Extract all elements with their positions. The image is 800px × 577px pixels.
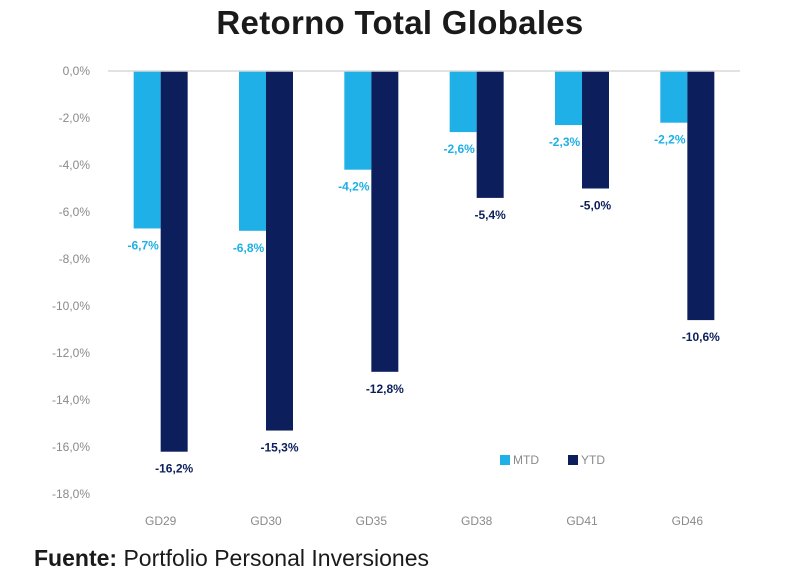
x-tick-label: GD35 xyxy=(356,514,388,528)
bar-ytd-gd38 xyxy=(476,71,504,198)
bar-ytd-gd30 xyxy=(266,71,293,431)
legend-label-mtd: MTD xyxy=(513,453,539,467)
bar-mtd-gd41 xyxy=(555,71,582,126)
y-tick-label: -16,0% xyxy=(52,440,90,454)
data-label-mtd-gd30: -6,8% xyxy=(233,241,265,255)
bar-ytd-gd35 xyxy=(371,71,399,372)
bar-ytd-gd41 xyxy=(582,71,609,189)
data-label-ytd-gd41: -5,0% xyxy=(580,199,612,213)
x-tick-label: GD30 xyxy=(250,514,282,528)
y-axis-ticks: 0,0% -2,0% -4,0% -6,0% -8,0% -10,0% -12,0% -14,… xyxy=(52,64,90,501)
data-label-ytd-gd38: -5,4% xyxy=(474,208,506,222)
source-text: Portfolio Personal Inversiones xyxy=(123,545,430,571)
y-tick-label: -14,0% xyxy=(52,393,90,407)
x-axis: GD29 GD30 GD35 GD38 GD41 GD46 xyxy=(108,70,740,528)
legend-swatch-ytd xyxy=(568,455,578,465)
data-label-ytd-gd29: -16,2% xyxy=(155,462,193,476)
data-label-mtd-gd46: -2,2% xyxy=(654,133,686,147)
data-label-mtd-gd35: -4,2% xyxy=(338,180,370,194)
legend-label-ytd: YTD xyxy=(581,453,605,467)
bar-mtd-gd30 xyxy=(239,71,266,231)
y-tick-label: -12,0% xyxy=(52,346,90,360)
y-tick-label: -18,0% xyxy=(52,487,90,501)
data-label-ytd-gd35: -12,8% xyxy=(366,382,404,396)
legend: MTD YTD xyxy=(500,453,605,467)
bar-mtd-gd46 xyxy=(660,71,688,123)
y-tick-label: -6,0% xyxy=(59,205,91,219)
bar-chart: 0,0% -2,0% -4,0% -6,0% -8,0% -10,0% -12,0% -14,… xyxy=(52,64,740,528)
y-tick-label: 0,0% xyxy=(63,64,91,78)
x-tick-label: GD29 xyxy=(145,514,177,528)
bar-ytd-gd46 xyxy=(687,71,715,321)
data-label-ytd-gd30: -15,3% xyxy=(260,441,298,455)
chart-title: Retorno Total Globales xyxy=(216,4,584,41)
x-tick-label: GD46 xyxy=(672,514,704,528)
bar-ytd-gd29 xyxy=(160,71,188,452)
x-tick-label: GD41 xyxy=(566,514,598,528)
y-tick-label: -2,0% xyxy=(59,111,91,125)
y-tick-label: -10,0% xyxy=(52,299,90,313)
bar-mtd-gd35 xyxy=(344,71,372,170)
data-label-mtd-gd38: -2,6% xyxy=(443,142,475,156)
bar-mtd-gd29 xyxy=(133,71,161,229)
source-label: Fuente: xyxy=(34,545,118,571)
source-note: Fuente: Portfolio Personal Inversiones xyxy=(34,545,429,572)
data-label-mtd-gd41: -2,3% xyxy=(549,135,581,149)
y-tick-label: -4,0% xyxy=(59,158,91,172)
bar-mtd-gd38 xyxy=(449,71,477,133)
y-tick-label: -8,0% xyxy=(59,252,91,266)
x-tick-label: GD38 xyxy=(461,514,493,528)
data-label-ytd-gd46: -10,6% xyxy=(682,330,720,344)
data-labels: -6,7% -16,2% -6,8% -15,3% -4,2% -12,8% -2,6% -5… xyxy=(127,133,720,476)
bars xyxy=(133,71,715,452)
data-label-mtd-gd29: -6,7% xyxy=(127,238,159,252)
legend-swatch-mtd xyxy=(500,455,510,465)
